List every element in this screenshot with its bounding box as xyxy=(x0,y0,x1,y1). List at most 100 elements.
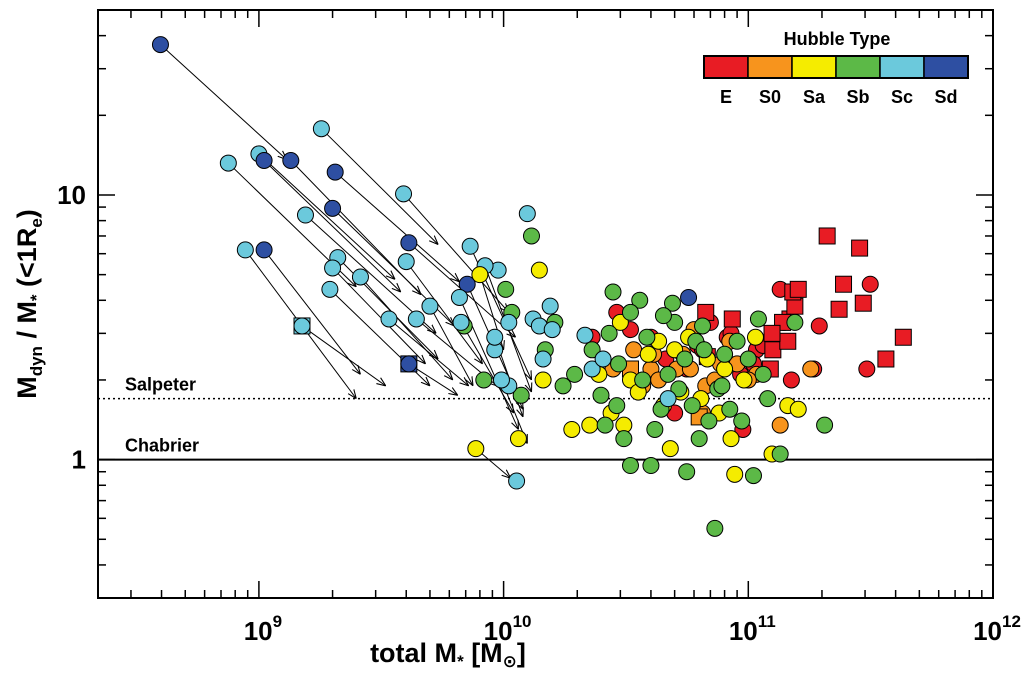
x-tick-label: 1012 xyxy=(973,612,1021,646)
data-point-sb xyxy=(659,365,677,383)
data-point-sc xyxy=(543,321,561,339)
data-point-sc xyxy=(395,185,413,203)
data-point-sb xyxy=(700,412,718,430)
data-point-s0 xyxy=(771,416,789,434)
data-markers xyxy=(151,36,912,537)
data-point-sd xyxy=(255,241,273,259)
data-point-sc xyxy=(518,205,536,223)
data-point-sb xyxy=(683,397,701,415)
data-point-sa xyxy=(735,371,753,389)
data-point-square-e xyxy=(835,275,853,293)
arrow xyxy=(321,128,438,245)
data-point-sc xyxy=(594,350,612,368)
data-point-sa xyxy=(789,400,807,418)
data-point-sb xyxy=(615,430,633,448)
data-point-sb xyxy=(610,355,628,373)
data-point-sd xyxy=(282,151,300,169)
legend-swatch-sb xyxy=(835,55,881,79)
data-point-sb xyxy=(694,317,712,335)
data-point-sc xyxy=(312,120,330,138)
data-point-square-e xyxy=(764,341,782,359)
data-point-sb xyxy=(566,365,584,383)
legend-label-sb: Sb xyxy=(846,87,869,107)
arrow xyxy=(405,261,482,364)
data-point-sc xyxy=(421,297,439,315)
data-point-sb xyxy=(497,280,515,298)
data-point-sb xyxy=(771,445,789,463)
data-point-sb xyxy=(676,350,694,368)
data-point-sb xyxy=(621,457,639,475)
x-tick-exponent: 11 xyxy=(758,612,776,631)
data-point-sb xyxy=(512,386,530,404)
data-point-sc xyxy=(486,328,504,346)
data-point-e xyxy=(782,371,800,389)
data-point-sb xyxy=(604,283,622,301)
plot-frame xyxy=(97,9,994,599)
data-point-sd xyxy=(400,355,418,373)
data-point-sc xyxy=(452,313,470,331)
data-point-s0 xyxy=(625,341,643,359)
x-axis-title: total M* [M⊙] xyxy=(370,638,526,671)
data-point-sa xyxy=(722,430,740,448)
y-tick-label: 10 xyxy=(57,180,86,210)
data-point-sa xyxy=(471,266,489,284)
data-point-sc xyxy=(541,297,559,315)
data-point-sb xyxy=(744,467,762,485)
data-point-sd xyxy=(680,288,698,306)
data-point-sa xyxy=(509,430,527,448)
data-point-sc xyxy=(508,472,526,490)
arrow xyxy=(460,322,514,413)
data-point-sc xyxy=(236,241,254,259)
y-axis-title: Mdyn / M* (<1Re) xyxy=(12,209,46,399)
data-point-sd xyxy=(324,199,342,217)
data-point-sb xyxy=(608,397,626,415)
data-point-sb xyxy=(706,519,724,537)
data-point-sb xyxy=(739,350,757,368)
data-point-sa xyxy=(639,345,657,363)
legend: Hubble Type E S0 Sa Sb Sc Sd xyxy=(703,29,969,107)
data-point-sa xyxy=(530,261,548,279)
data-point-e xyxy=(810,317,828,335)
data-point-sc xyxy=(397,253,415,271)
data-point-sc xyxy=(293,317,311,335)
data-point-sa xyxy=(661,440,679,458)
data-point-sb xyxy=(759,390,777,408)
legend-label-sc: Sc xyxy=(891,87,913,107)
legend-label-s0: S0 xyxy=(759,87,781,107)
data-point-sa xyxy=(581,416,599,434)
data-point-sb xyxy=(596,416,614,434)
arrow xyxy=(360,276,452,380)
data-point-sa xyxy=(726,465,744,483)
data-point-sc xyxy=(450,288,468,306)
legend-swatch-sc xyxy=(879,55,925,79)
data-point-sb xyxy=(621,303,639,321)
x-tick-label: 1011 xyxy=(729,612,776,646)
data-point-sb xyxy=(600,324,618,342)
data-point-sb xyxy=(554,377,572,395)
data-point-sb xyxy=(749,310,767,328)
arrow xyxy=(388,318,469,386)
arrow xyxy=(429,305,473,386)
arrows xyxy=(160,44,531,479)
data-point-sd xyxy=(400,234,418,252)
data-point-sb xyxy=(592,386,610,404)
data-point-sc xyxy=(321,280,339,298)
legend-label-e: E xyxy=(720,87,732,107)
data-point-sc xyxy=(583,360,601,378)
data-point-sb xyxy=(721,400,739,418)
data-point-square-e xyxy=(818,227,836,245)
legend-swatch-sa xyxy=(791,55,837,79)
data-point-sb xyxy=(678,463,696,481)
legend-label-sd: Sd xyxy=(934,87,957,107)
data-point-square-e xyxy=(786,297,804,315)
data-point-sd xyxy=(255,151,273,169)
data-point-square-e xyxy=(830,300,848,318)
data-point-sc xyxy=(500,313,518,331)
reference-label-salpeter: Salpeter xyxy=(125,375,196,395)
data-point-sa xyxy=(611,313,629,331)
data-point-square-e xyxy=(789,280,807,298)
legend-swatch-e xyxy=(703,55,749,79)
data-point-sb xyxy=(733,412,751,430)
data-point-sa xyxy=(746,328,764,346)
